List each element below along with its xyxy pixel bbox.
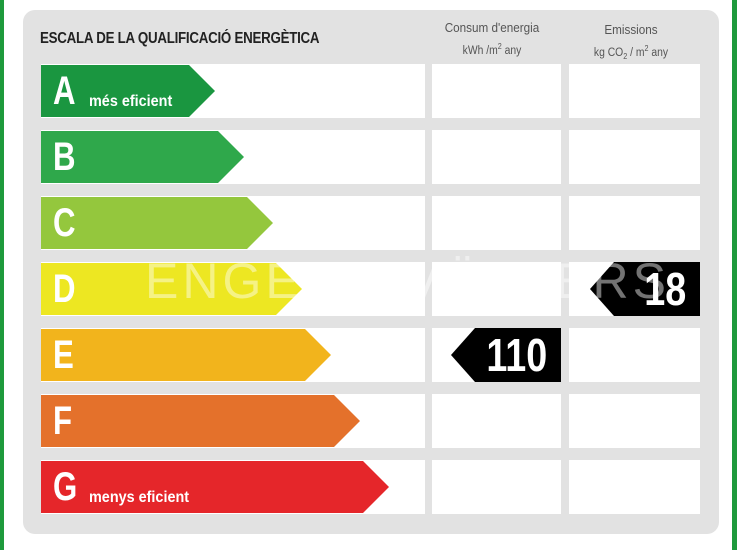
consumption-cell [432,130,561,184]
consumption-cell [432,262,561,316]
rating-letter: E [53,333,74,377]
rating-row-e: E 110 [0,328,737,382]
consumption-indicator: 110 [451,328,561,382]
rating-arrow-c: C [41,197,273,249]
emissions-indicator-shape [590,262,700,316]
scale-title: ESCALA DE LA QUALIFICACIÓ ENERGÈTICA [40,30,320,47]
rating-letter: C [53,201,76,245]
rating-arrow-f: F [41,395,360,447]
emissions-cell [569,196,700,250]
emissions-cell [569,64,700,118]
emissions-cell [569,130,700,184]
consumption-indicator-value: 110 [486,329,547,381]
emissions-cell [569,328,700,382]
emissions-cell [569,460,700,514]
rating-row-d: D 18 [0,262,737,316]
consumption-indicator-shape [451,328,561,382]
emissions-indicator-value: 18 [644,263,686,315]
rating-description: més eficient [89,93,173,110]
rating-arrow-shape [41,329,331,381]
rating-arrow-shape [41,65,215,117]
rating-arrow-shape [41,197,273,249]
consumption-cell [432,394,561,448]
consumption-cell [432,64,561,118]
rating-row-f: F [0,394,737,448]
frame-left-border [0,0,4,550]
rating-arrow-d: D [41,263,302,315]
rating-letter: G [53,465,78,509]
rating-description: menys eficient [89,489,190,506]
rating-letter: B [53,135,76,179]
rating-arrow-shape [41,461,389,513]
frame-right-border [732,0,737,550]
consumption-label: Consum d'energia [444,20,540,35]
rating-letter: A [53,69,76,113]
emissions-column-header: Emissions kg CO2 / m2 any [574,20,687,66]
rating-arrow-e: E [41,329,331,381]
emissions-label: Emissions [604,22,658,37]
rating-arrow-b: B [41,131,244,183]
rating-letter: D [53,267,76,311]
rating-arrow-shape [41,395,360,447]
consumption-cell [432,196,561,250]
rating-arrow-shape [41,263,302,315]
consumption-unit: kWh /m2 any [462,42,522,57]
rating-arrow-shape [41,131,244,183]
emissions-unit: kg CO2 / m2 any [593,44,669,62]
emissions-indicator: 18 [590,262,700,316]
consumption-cell [432,460,561,514]
rating-letter: F [53,399,73,443]
emissions-cell [569,394,700,448]
rating-row-b: B [0,130,737,184]
rating-row-c: C [0,196,737,250]
consumption-column-header: Consum d'energia kWh /m2 any [438,18,546,61]
